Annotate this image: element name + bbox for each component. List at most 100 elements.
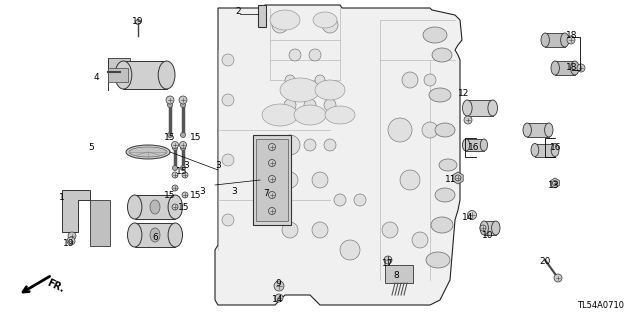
Bar [527, 123, 549, 137]
Circle shape [168, 132, 173, 137]
Circle shape [554, 274, 562, 282]
Ellipse shape [115, 61, 132, 89]
Text: 11: 11 [445, 175, 457, 184]
Circle shape [179, 96, 187, 104]
Circle shape [324, 139, 336, 151]
Circle shape [180, 132, 186, 137]
Bar [556, 61, 575, 75]
Text: 3: 3 [215, 160, 221, 169]
Circle shape [182, 172, 188, 178]
Circle shape [269, 207, 275, 214]
Polygon shape [453, 172, 463, 184]
Ellipse shape [270, 10, 300, 30]
Circle shape [67, 237, 75, 245]
Ellipse shape [126, 145, 170, 159]
Circle shape [424, 74, 436, 86]
Ellipse shape [280, 78, 320, 102]
Ellipse shape [523, 123, 531, 137]
Ellipse shape [561, 33, 569, 47]
Circle shape [464, 116, 472, 124]
Circle shape [172, 204, 178, 210]
Circle shape [388, 118, 412, 142]
Circle shape [304, 139, 316, 151]
Circle shape [136, 19, 141, 25]
Polygon shape [62, 190, 90, 232]
Text: 15: 15 [190, 191, 202, 201]
Bar [467, 100, 493, 116]
Polygon shape [550, 178, 559, 188]
Ellipse shape [463, 139, 470, 151]
Circle shape [172, 172, 178, 178]
Bar [256, 139, 288, 221]
Ellipse shape [435, 188, 455, 202]
Text: 19: 19 [63, 239, 75, 248]
Bar [466, 139, 484, 151]
Bar [108, 68, 128, 82]
Polygon shape [215, 5, 462, 305]
Circle shape [577, 64, 585, 72]
Ellipse shape [488, 100, 497, 116]
Circle shape [180, 102, 186, 108]
Circle shape [182, 192, 188, 198]
Text: 1: 1 [59, 194, 65, 203]
Bar [545, 33, 565, 47]
Circle shape [172, 142, 179, 149]
Circle shape [168, 102, 173, 108]
Ellipse shape [492, 221, 500, 235]
Circle shape [467, 211, 477, 219]
Text: 18: 18 [566, 31, 578, 40]
Text: 6: 6 [152, 233, 158, 241]
Circle shape [282, 172, 298, 188]
Circle shape [567, 36, 575, 44]
Bar [108, 58, 130, 72]
Bar [258, 5, 266, 27]
Ellipse shape [423, 27, 447, 43]
Ellipse shape [551, 61, 559, 75]
Ellipse shape [129, 147, 167, 157]
Circle shape [282, 222, 298, 238]
Circle shape [284, 99, 296, 111]
Text: 4: 4 [93, 73, 99, 83]
Ellipse shape [127, 195, 142, 219]
Ellipse shape [541, 33, 549, 47]
Ellipse shape [435, 123, 455, 137]
Bar [134, 195, 175, 219]
Ellipse shape [294, 105, 326, 125]
Ellipse shape [325, 106, 355, 124]
Text: 13: 13 [548, 181, 560, 189]
Circle shape [384, 256, 392, 264]
Ellipse shape [431, 217, 453, 233]
Ellipse shape [429, 88, 451, 102]
Bar [253, 135, 291, 225]
Circle shape [173, 145, 177, 151]
Ellipse shape [150, 200, 160, 214]
Ellipse shape [551, 144, 559, 157]
Circle shape [269, 160, 275, 167]
Ellipse shape [313, 12, 337, 28]
Circle shape [382, 222, 398, 238]
Ellipse shape [426, 252, 450, 268]
Bar [124, 61, 166, 89]
Circle shape [304, 99, 316, 111]
Text: TL54A0710: TL54A0710 [577, 301, 624, 310]
Circle shape [340, 240, 360, 260]
Circle shape [289, 49, 301, 61]
Ellipse shape [480, 221, 488, 235]
Circle shape [222, 154, 234, 166]
Circle shape [312, 222, 328, 238]
Circle shape [455, 175, 461, 181]
Circle shape [402, 72, 418, 88]
Circle shape [222, 94, 234, 106]
Circle shape [180, 145, 186, 151]
Bar [134, 223, 175, 247]
Circle shape [274, 281, 284, 291]
Text: 10: 10 [483, 231, 493, 240]
Ellipse shape [262, 104, 298, 126]
Text: 14: 14 [462, 213, 474, 222]
Text: 3: 3 [183, 160, 189, 169]
Text: 19: 19 [132, 18, 144, 26]
Ellipse shape [480, 139, 488, 151]
Text: 17: 17 [382, 258, 394, 268]
Text: 15: 15 [176, 167, 188, 176]
Text: 5: 5 [88, 144, 94, 152]
